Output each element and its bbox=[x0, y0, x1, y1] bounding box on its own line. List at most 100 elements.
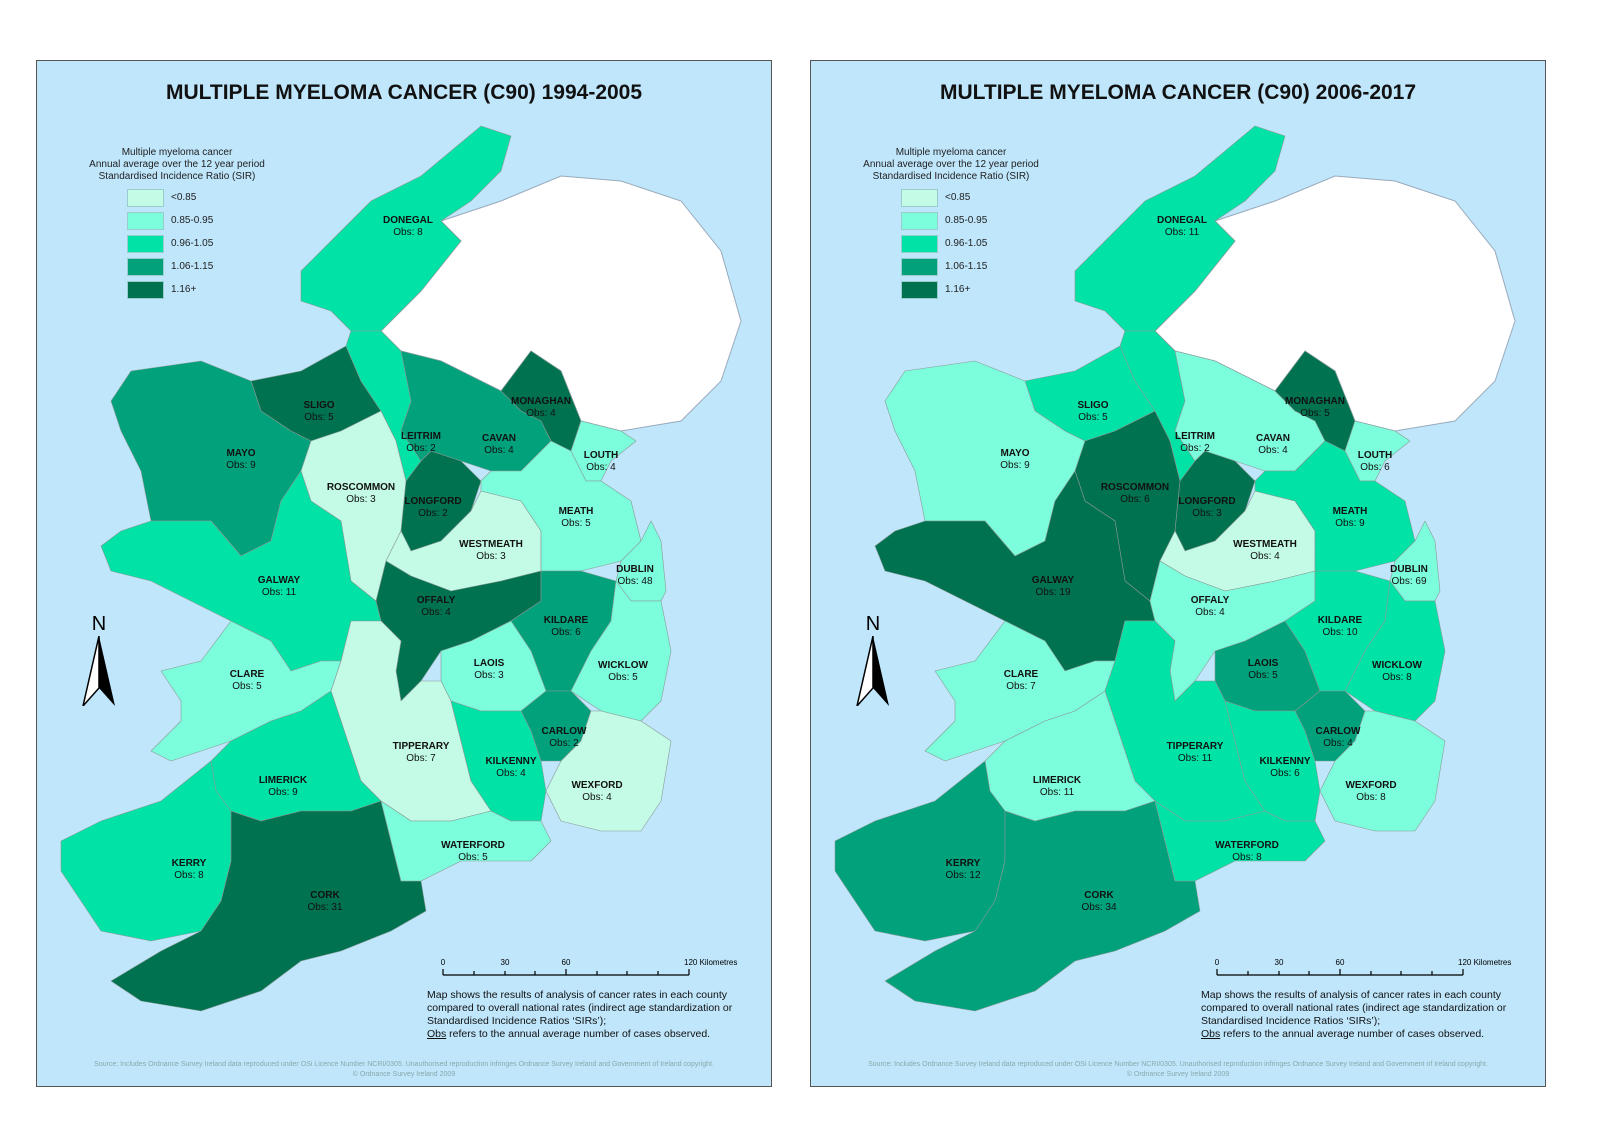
county-obs: Obs: 6 bbox=[551, 627, 581, 638]
county-obs: Obs: 4 bbox=[484, 445, 514, 456]
map-title: MULTIPLE MYELOMA CANCER (C90) 1994-2005 bbox=[165, 81, 643, 104]
county-obs: Obs: 3 bbox=[1192, 508, 1222, 519]
north-label: N bbox=[865, 613, 881, 635]
county-obs: Obs: 31 bbox=[307, 902, 342, 913]
county-name: MEATH bbox=[1333, 506, 1368, 517]
county-label-louth: LOUTH Obs: 4 bbox=[584, 450, 618, 473]
county-label-meath: MEATH Obs: 5 bbox=[559, 506, 594, 529]
county-name: CAVAN bbox=[1256, 433, 1290, 444]
county-name: MAYO bbox=[1000, 448, 1029, 459]
county-obs: Obs: 4 bbox=[526, 408, 556, 419]
county-obs: Obs: 4 bbox=[582, 792, 612, 803]
legend-swatch bbox=[127, 257, 164, 276]
legend-swatch bbox=[901, 257, 938, 276]
county-obs: Obs: 8 bbox=[1382, 672, 1412, 683]
legend-heading-line: Multiple myeloma cancer bbox=[121, 147, 233, 158]
county-waterford bbox=[1154, 800, 1326, 882]
county-name: OFFALY bbox=[1191, 595, 1230, 606]
county-obs: Obs: 2 bbox=[406, 443, 436, 454]
county-label-laois: LAOIS Obs: 5 bbox=[1248, 658, 1279, 681]
county-obs: Obs: 4 bbox=[1195, 607, 1225, 618]
scale-tick-120: 120 Kilometres bbox=[1458, 959, 1511, 967]
scale-tick-30: 30 bbox=[1275, 959, 1284, 967]
legend-item: <0.85 bbox=[901, 188, 1061, 207]
legend-item: 1.16+ bbox=[901, 280, 1061, 299]
county-name: CAVAN bbox=[482, 433, 516, 444]
scale-tick-60: 60 bbox=[1336, 959, 1345, 967]
county-label-offaly: OFFALY Obs: 4 bbox=[417, 595, 456, 618]
legend-label: 1.16+ bbox=[945, 284, 971, 295]
county-obs: Obs: 8 bbox=[393, 227, 423, 238]
county-label-wicklow: WICKLOW Obs: 8 bbox=[1372, 660, 1423, 683]
legend-heading: Multiple myeloma cancer Annual average ov… bbox=[67, 147, 287, 183]
county-name: LIMERICK bbox=[1033, 775, 1082, 786]
county-name: LEITRIM bbox=[1175, 431, 1215, 442]
county-label-carlow: CARLOW Obs: 2 bbox=[542, 726, 588, 749]
county-obs: Obs: 7 bbox=[406, 753, 436, 764]
county-label-waterford: WATERFORD Obs: 8 bbox=[1215, 840, 1279, 863]
county-name: LOUTH bbox=[1358, 450, 1392, 461]
county-obs: Obs: 11 bbox=[262, 587, 297, 598]
county-label-donegal: DONEGAL Obs: 11 bbox=[1157, 215, 1207, 238]
county-obs: Obs: 3 bbox=[474, 670, 504, 681]
legend-item: <0.85 bbox=[127, 188, 287, 207]
county-obs: Obs: 5 bbox=[458, 852, 488, 863]
county-name: CARLOW bbox=[1316, 726, 1362, 737]
county-name: DONEGAL bbox=[1157, 215, 1207, 226]
county-kilkenny bbox=[450, 700, 547, 822]
county-name: KILKENNY bbox=[1259, 756, 1310, 767]
county-obs: Obs: 4 bbox=[1250, 551, 1280, 562]
county-label-dublin: DUBLIN Obs: 69 bbox=[1390, 564, 1428, 587]
county-name: KILDARE bbox=[1318, 615, 1363, 626]
county-name: CLARE bbox=[230, 669, 265, 680]
legend-label: <0.85 bbox=[945, 192, 971, 203]
county-name: MONAGHAN bbox=[511, 396, 571, 407]
county-label-westmeath: WESTMEATH Obs: 3 bbox=[459, 539, 523, 562]
county-name: MEATH bbox=[559, 506, 594, 517]
county-obs: Obs: 3 bbox=[346, 494, 376, 505]
county-label-kilkenny: KILKENNY Obs: 4 bbox=[485, 756, 536, 779]
source-credit: Source: Includes Ordnance Survey Ireland… bbox=[94, 1061, 714, 1078]
scale-tick-30: 30 bbox=[501, 959, 510, 967]
county-obs: Obs: 5 bbox=[1300, 408, 1330, 419]
map-note: Map shows the results of analysis of can… bbox=[427, 989, 733, 1040]
county-label-leitrim: LEITRIM Obs: 2 bbox=[401, 431, 441, 454]
county-label-kildare: KILDARE Obs: 10 bbox=[1318, 615, 1363, 638]
county-obs: Obs: 34 bbox=[1081, 902, 1116, 913]
county-label-kerry: KERRY Obs: 12 bbox=[945, 858, 980, 881]
county-name: CARLOW bbox=[542, 726, 588, 737]
legend-item: 0.85-0.95 bbox=[127, 211, 287, 230]
legend-label: 0.85-0.95 bbox=[945, 215, 988, 226]
county-obs: Obs: 7 bbox=[1006, 681, 1036, 692]
legend-item: 1.06-1.15 bbox=[127, 257, 287, 276]
county-name: SLIGO bbox=[1077, 400, 1108, 411]
county-label-kilkenny: KILKENNY Obs: 6 bbox=[1259, 756, 1310, 779]
north-arrow-icon: N bbox=[853, 613, 893, 712]
legend-item: 0.85-0.95 bbox=[901, 211, 1061, 230]
county-name: TIPPERARY bbox=[1167, 741, 1224, 752]
county-name: WATERFORD bbox=[441, 840, 505, 851]
county-label-kerry: KERRY Obs: 8 bbox=[172, 858, 207, 881]
legend-label: 0.85-0.95 bbox=[171, 215, 214, 226]
county-name: LONGFORD bbox=[404, 496, 461, 507]
county-label-roscommon: ROSCOMMON Obs: 6 bbox=[1101, 482, 1169, 505]
legend-heading-line: Annual average over the 12 year period bbox=[89, 159, 265, 170]
legend-label: 0.96-1.05 bbox=[171, 238, 214, 249]
county-label-mayo: MAYO Obs: 9 bbox=[226, 448, 256, 471]
county-label-limerick: LIMERICK Obs: 9 bbox=[259, 775, 308, 798]
county-wexford bbox=[545, 710, 672, 832]
county-obs: Obs: 4 bbox=[496, 768, 526, 779]
legend-label: 1.06-1.15 bbox=[945, 261, 988, 272]
scale-bar: 0 30 60 120 Kilometres bbox=[439, 958, 749, 989]
county-obs: Obs: 5 bbox=[561, 518, 591, 529]
county-name: CORK bbox=[310, 890, 340, 901]
county-label-longford: LONGFORD Obs: 2 bbox=[404, 496, 461, 519]
county-donegal bbox=[1074, 125, 1286, 332]
scale-tick-120: 120 Kilometres bbox=[684, 959, 737, 967]
county-label-cavan: CAVAN Obs: 4 bbox=[482, 433, 516, 456]
county-label-monaghan: MONAGHAN Obs: 5 bbox=[1285, 396, 1345, 419]
county-label-tipperary: TIPPERARY Obs: 7 bbox=[393, 741, 450, 764]
county-obs: Obs: 4 bbox=[1258, 445, 1288, 456]
county-meath bbox=[480, 440, 642, 572]
map-note: Map shows the results of analysis of can… bbox=[1201, 989, 1507, 1040]
